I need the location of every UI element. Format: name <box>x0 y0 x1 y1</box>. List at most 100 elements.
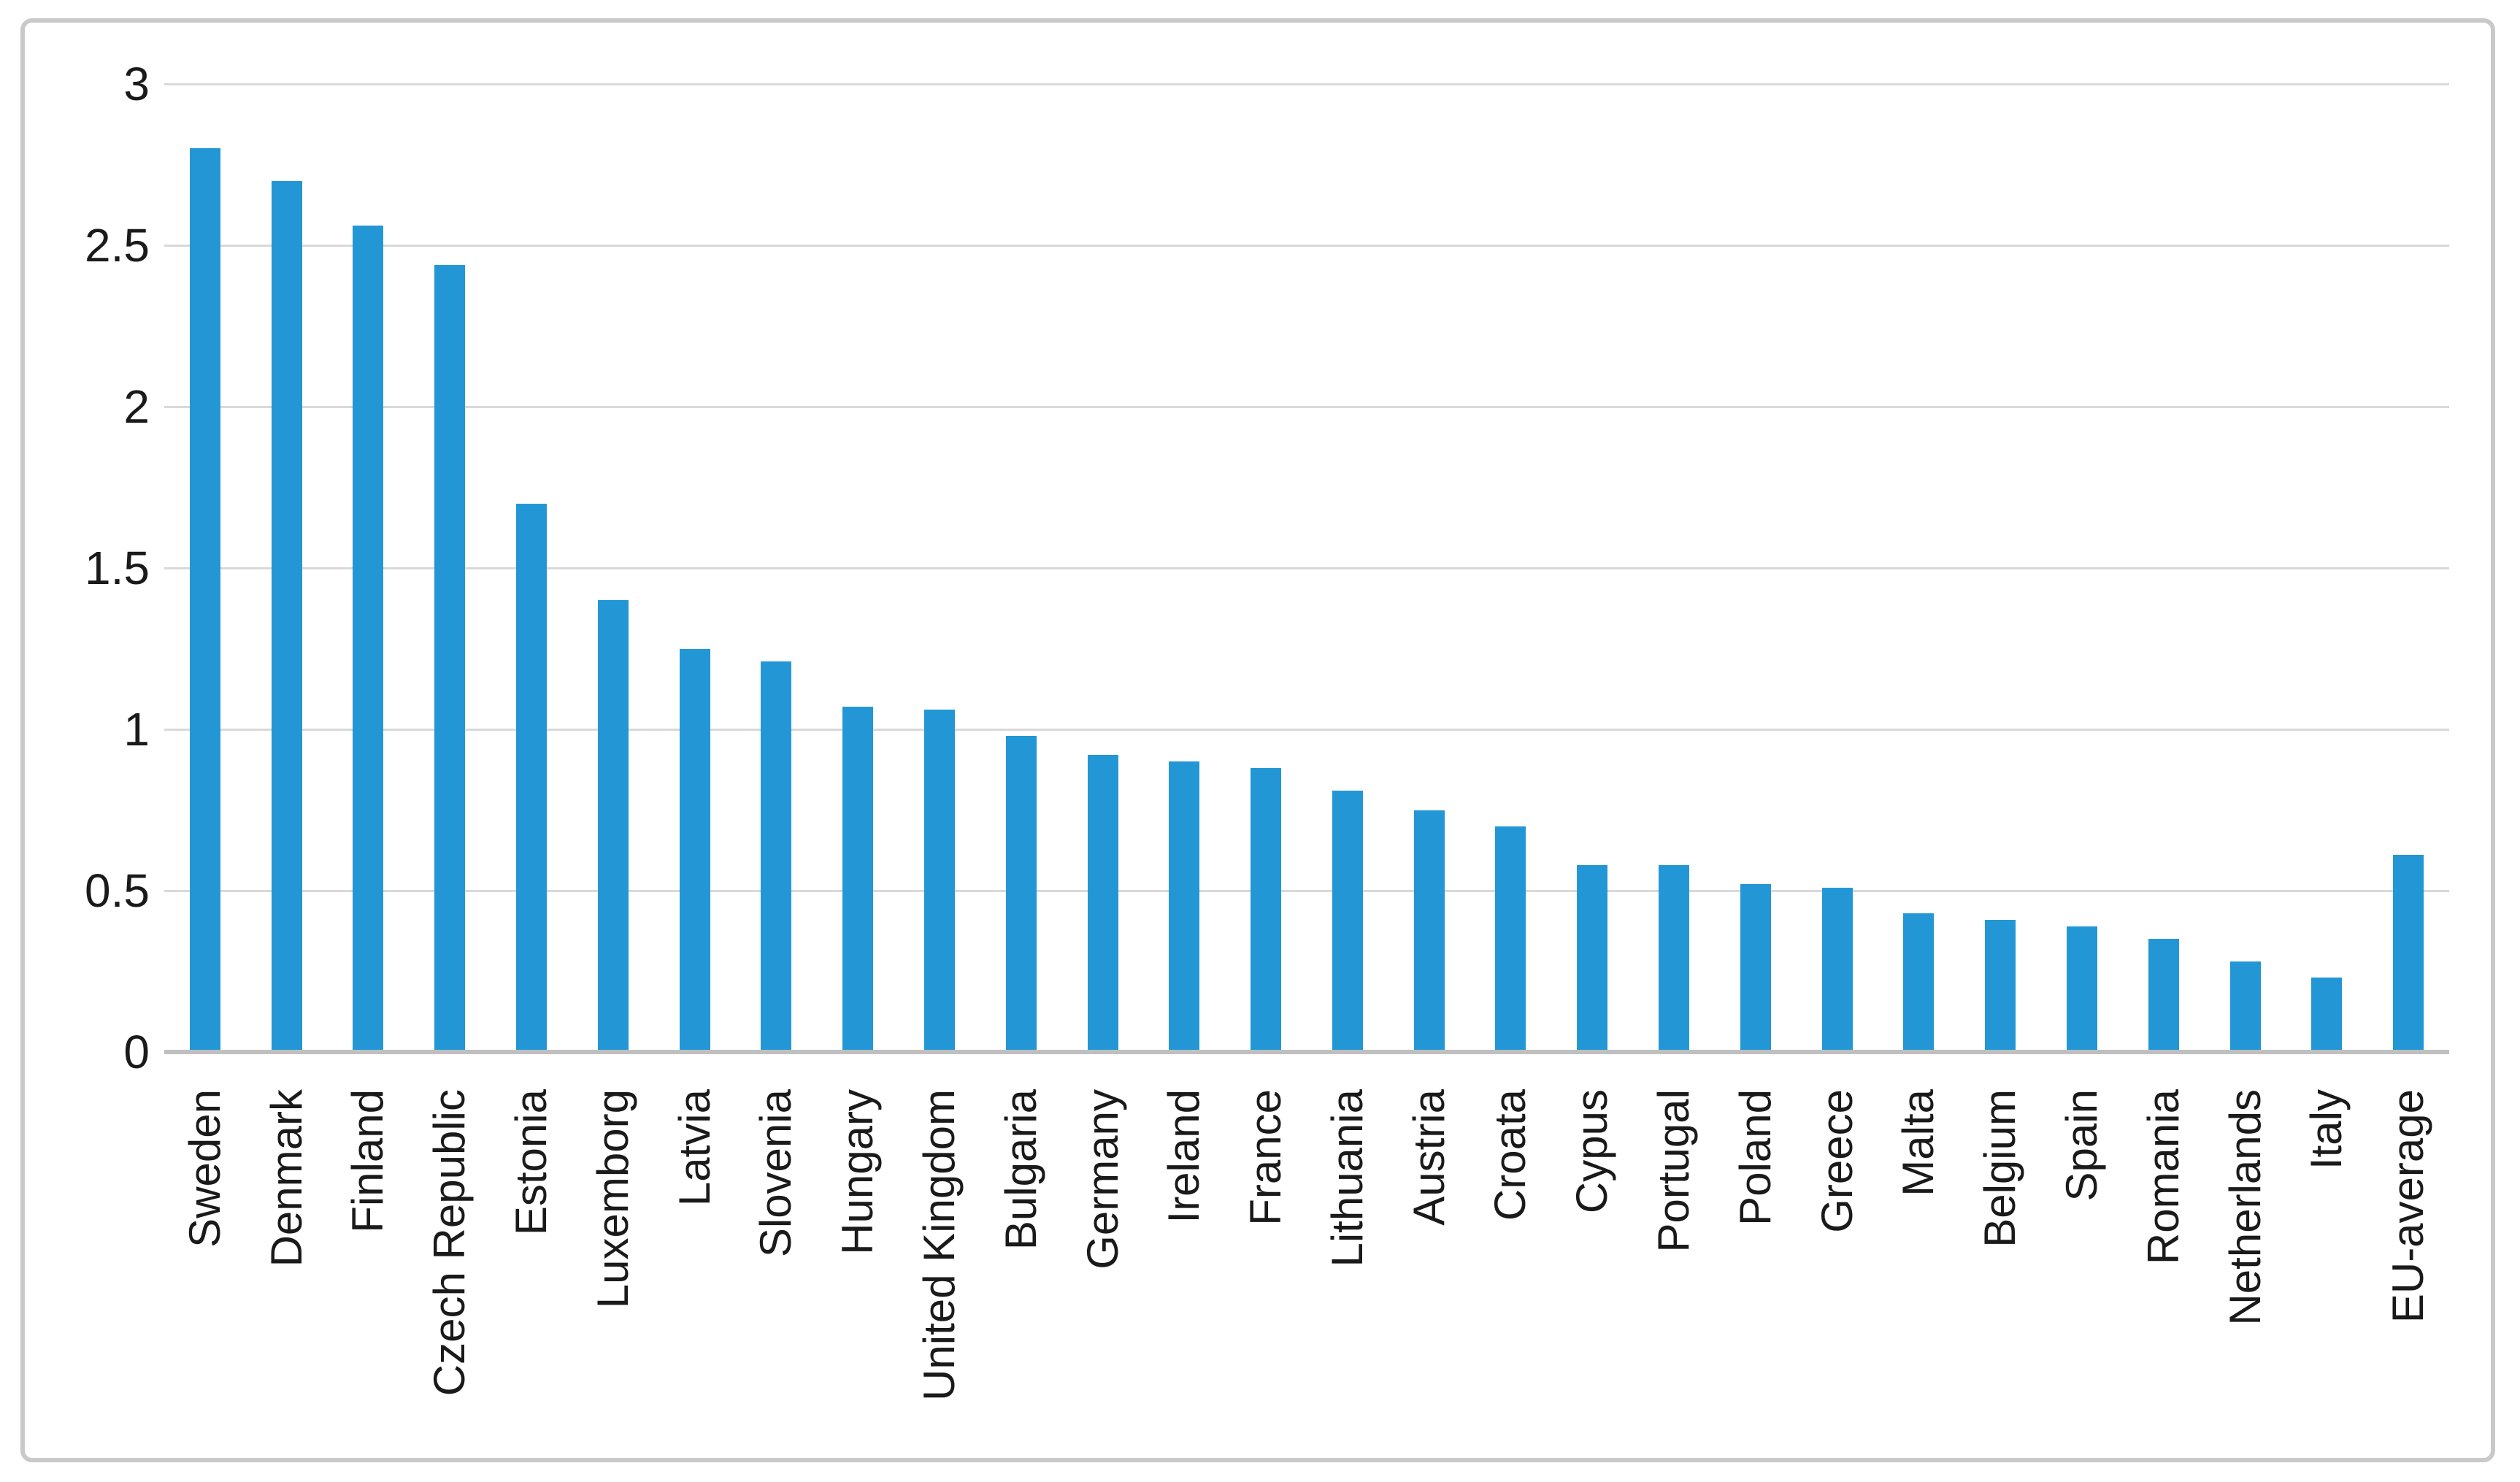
bar-luxemborg <box>597 600 629 1052</box>
bar-germany <box>1087 755 1118 1052</box>
gridline-y-1.5 <box>164 567 2449 569</box>
x-axis-line <box>164 1050 2449 1054</box>
x-axis-label-cell: Poland <box>1723 1089 1789 1226</box>
x-axis-label-cell: Malta <box>1886 1089 1951 1197</box>
x-axis-label: Cypus <box>1567 1089 1617 1214</box>
x-axis-label-cell: Czech Republic <box>417 1089 483 1396</box>
x-axis-label: Germany <box>1077 1089 1127 1270</box>
bar-lithuania <box>1332 790 1363 1052</box>
x-axis-label: Estonia <box>507 1089 556 1236</box>
x-axis-label-cell: Croata <box>1478 1089 1543 1221</box>
x-axis-label: United Kingdom <box>914 1089 964 1401</box>
bar-sweden <box>189 148 220 1052</box>
x-axis-label-cell: Lithuania <box>1315 1089 1380 1267</box>
bar-eu-average <box>2393 855 2424 1052</box>
x-axis-label-cell: Germany <box>1070 1089 1136 1270</box>
x-axis-label: Slovenia <box>751 1089 801 1258</box>
gridline-y-0.5 <box>164 890 2449 892</box>
y-axis-tick-label: 3 <box>123 58 150 110</box>
x-axis-label-cell: Austria <box>1397 1089 1462 1226</box>
bar-croata <box>1495 826 1526 1052</box>
bar-romania <box>2148 939 2179 1052</box>
bar-cypus <box>1577 864 1608 1052</box>
bar-finland <box>353 226 384 1052</box>
bar-hungary <box>842 707 874 1052</box>
x-axis-label: Belgium <box>1975 1089 2025 1248</box>
y-axis-tick-label: 2.5 <box>85 219 150 272</box>
x-axis-label-cell: Luxemborg <box>580 1089 646 1308</box>
x-axis-label: Malta <box>1894 1089 1943 1197</box>
x-axis-label-cell: Ireland <box>1151 1089 1217 1223</box>
x-axis-label: Italy <box>2302 1089 2351 1170</box>
x-axis-label-cell: Denmark <box>254 1089 320 1267</box>
bar-spain <box>2066 926 2097 1052</box>
x-axis-label-cell: Finland <box>335 1089 401 1233</box>
y-axis-tick-label: 2 <box>123 380 150 433</box>
x-axis-label-cell: Portugal <box>1641 1089 1707 1252</box>
x-axis-label: Greece <box>1812 1089 1862 1233</box>
x-axis-label-cell: Hungary <box>825 1089 891 1255</box>
x-axis-label-cell: France <box>1233 1089 1299 1226</box>
x-axis-label-cell: Sweden <box>172 1089 238 1248</box>
bar-latvia <box>679 648 710 1052</box>
bar-denmark <box>271 180 302 1052</box>
x-axis-label: Finland <box>343 1089 393 1233</box>
x-axis-label: Poland <box>1730 1089 1780 1226</box>
x-axis-label: Ireland <box>1159 1089 1209 1224</box>
x-axis-label: Spain <box>2056 1089 2106 1202</box>
x-axis-label-cell: Slovenia <box>743 1089 809 1257</box>
bar-malta <box>1903 913 1935 1052</box>
x-axis-label: Portugal <box>1649 1089 1699 1253</box>
bar-estonia <box>516 503 548 1052</box>
x-axis-label: Denmark <box>261 1089 311 1267</box>
bar-greece <box>1821 887 1853 1052</box>
x-axis-label: Netherlands <box>2220 1089 2270 1326</box>
x-axis-label-cell: EU-average <box>2375 1089 2441 1323</box>
bar-poland <box>1740 884 1771 1052</box>
x-axis-label: France <box>1241 1089 1291 1226</box>
x-axis-label-cell: United Kingdom <box>907 1089 972 1401</box>
bar-netherlands <box>2229 961 2261 1052</box>
x-axis-label-cell: Greece <box>1805 1089 1870 1233</box>
bar-italy <box>2311 978 2343 1052</box>
bar-ireland <box>1169 761 1200 1052</box>
gridline-y-1 <box>164 729 2449 731</box>
bar-france <box>1251 768 1282 1052</box>
x-axis-label-cell: Bulgaria <box>988 1089 1054 1250</box>
gridline-y-2 <box>164 406 2449 408</box>
x-axis-label: Sweden <box>180 1089 229 1248</box>
x-axis-label-cell: Cypus <box>1559 1089 1625 1213</box>
x-axis-label: Luxemborg <box>588 1089 637 1309</box>
x-axis-label-cell: Belgium <box>1967 1089 2033 1248</box>
bar-united-kingdom <box>923 710 955 1052</box>
x-axis-label: Bulgaria <box>996 1089 1045 1251</box>
bar-belgium <box>1985 919 2016 1052</box>
x-axis-label: Hungary <box>833 1089 883 1255</box>
x-axis-label-cell: Italy <box>2294 1089 2359 1170</box>
x-axis-label: Czech Republic <box>425 1089 475 1397</box>
x-axis-label: Croata <box>1486 1089 1535 1221</box>
x-axis-label-cell: Netherlands <box>2213 1089 2278 1326</box>
y-axis-tick-label: 0.5 <box>85 864 150 917</box>
bar-slovenia <box>761 661 792 1052</box>
bar-bulgaria <box>1005 735 1037 1052</box>
y-axis-tick-label: 1.5 <box>85 542 150 594</box>
y-axis-tick-label: 0 <box>123 1026 150 1078</box>
x-axis-label-cell: Spain <box>2049 1089 2115 1201</box>
x-axis-label: Latvia <box>669 1089 719 1207</box>
bar-austria <box>1413 810 1445 1052</box>
x-axis-label: EU-average <box>2383 1089 2433 1324</box>
bar-portugal <box>1659 864 1690 1052</box>
x-axis-label: Austria <box>1404 1089 1453 1226</box>
x-axis-label: Lithuania <box>1322 1089 1372 1267</box>
x-axis-label: Romania <box>2138 1089 2188 1265</box>
x-axis-label-cell: Latvia <box>662 1089 728 1206</box>
chart-frame-border <box>20 18 2495 1462</box>
bar-czech-republic <box>434 264 466 1052</box>
x-axis-label-cell: Estonia <box>499 1089 564 1235</box>
gridline-y-2.5 <box>164 245 2449 247</box>
x-axis-label-cell: Romania <box>2131 1089 2197 1264</box>
y-axis-tick-label: 1 <box>123 703 150 756</box>
gridline-y-3 <box>164 83 2449 85</box>
